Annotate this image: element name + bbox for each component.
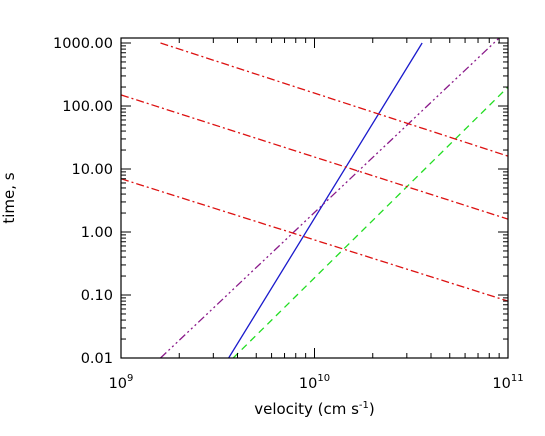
series-line-red-dash-dot-1 — [121, 178, 508, 302]
x-axis-title: velocity (cm s-1) — [254, 400, 375, 418]
y-axis-title: time, s — [0, 172, 18, 223]
plot-frame — [120, 37, 509, 359]
y-tick-label: 10.00 — [71, 162, 113, 178]
y-tick-label: 0.01 — [81, 351, 113, 367]
tick-layer: 109 1010 1011 0.01 0.10 1.00 10.00 100.00 1000.0… — [53, 36, 524, 392]
x-tick-label: 1011 — [492, 373, 523, 392]
series-line-blue-solid — [228, 42, 423, 358]
y-tick-label: 1.00 — [81, 225, 113, 241]
x-tick-label: 109 — [109, 373, 134, 392]
x-tick-label: 1010 — [299, 373, 330, 392]
series-line-purple-dash-dot-dot — [160, 38, 500, 358]
series-line-red-dash-dot-3 — [160, 42, 508, 157]
y-tick-label: 0.10 — [81, 288, 113, 304]
y-tick-label: 1000.00 — [53, 36, 113, 52]
series-line-green-dashed — [232, 86, 508, 358]
y-tick-label: 100.00 — [62, 99, 113, 115]
series-layer — [121, 38, 508, 358]
series-line-red-dash-dot-2 — [121, 94, 508, 220]
